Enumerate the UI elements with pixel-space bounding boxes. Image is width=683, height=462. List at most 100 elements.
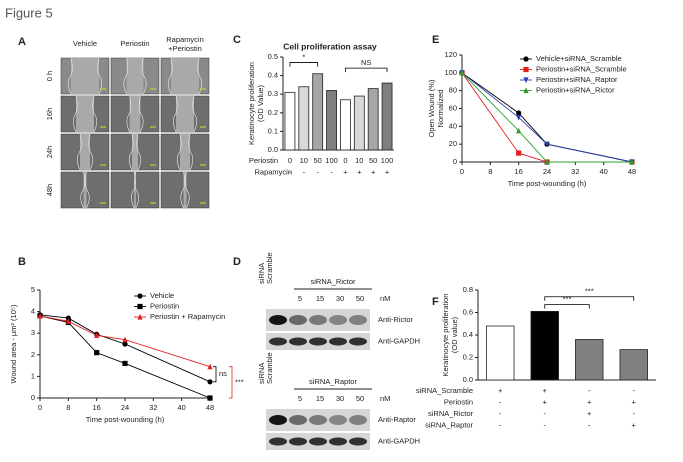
table-cell: - xyxy=(633,409,636,418)
wound-edge xyxy=(176,133,182,171)
band xyxy=(349,315,367,325)
bar xyxy=(326,90,337,151)
table-cell: + xyxy=(357,167,362,176)
y-tick-label: 100 xyxy=(444,68,457,77)
wound-edge xyxy=(188,133,194,171)
table-cell: - xyxy=(499,397,502,406)
legend-marker xyxy=(523,66,529,73)
y-tick-label: 0.1 xyxy=(268,126,278,135)
series-line xyxy=(39,314,211,383)
wound-gap xyxy=(176,96,194,132)
band xyxy=(289,437,307,446)
x-axis-label: Time post-wounding (h) xyxy=(508,179,587,188)
column-label: Periostin xyxy=(120,39,149,48)
wound-gap xyxy=(76,96,94,132)
table-cell: - xyxy=(544,420,547,429)
row-label: siRNA_Raptor xyxy=(425,420,473,429)
band xyxy=(289,337,307,346)
wound-gap xyxy=(80,134,90,170)
point xyxy=(516,150,522,156)
panel-letter: B xyxy=(18,256,26,268)
y-axis-label: Keratinocyte proliferation xyxy=(441,294,450,377)
wound-edge xyxy=(172,95,178,133)
wound-edge xyxy=(180,171,186,209)
point xyxy=(544,141,550,148)
table-cell: + xyxy=(587,409,592,418)
x-tick-label: 24 xyxy=(543,167,551,176)
wound-edge xyxy=(97,57,103,95)
row-label: Periostin xyxy=(444,397,473,406)
bar xyxy=(381,82,393,151)
y-tick-label: 0.0 xyxy=(268,145,278,154)
y-axis-label: Keratinocyte proliferation xyxy=(247,62,256,145)
point xyxy=(207,363,213,370)
bracket xyxy=(544,304,590,309)
band xyxy=(349,415,367,425)
band xyxy=(329,437,347,446)
legend-marker xyxy=(523,87,529,94)
x-tick-label: 8 xyxy=(66,403,70,412)
point xyxy=(629,158,635,165)
series-line xyxy=(39,315,211,399)
table-cell: + xyxy=(543,386,548,395)
table-cell: 10 xyxy=(355,156,363,165)
row-label: siRNA_Scramble xyxy=(416,386,473,395)
legend-label: Vehicle xyxy=(150,291,174,300)
point xyxy=(65,315,71,321)
bracket xyxy=(229,366,233,399)
point xyxy=(544,158,550,165)
row-label: Rapamycin xyxy=(254,167,292,176)
wound-edge xyxy=(128,133,134,171)
legend-marker xyxy=(523,77,529,84)
control-label: Scramble xyxy=(265,252,274,284)
wound-edge xyxy=(167,57,173,95)
table-cell: - xyxy=(289,167,292,176)
point xyxy=(65,318,71,324)
table-cell: 100 xyxy=(381,156,394,165)
table-cell: - xyxy=(330,167,333,176)
y-tick-label: 80 xyxy=(449,86,457,95)
bracket xyxy=(544,296,635,301)
unit: nM xyxy=(380,394,390,403)
bar xyxy=(284,91,296,151)
x-tick-label: 0 xyxy=(460,167,464,176)
y-axis-label: Normalized xyxy=(436,90,445,128)
y-tick-label: 1 xyxy=(31,371,35,380)
band xyxy=(349,437,367,446)
wound-edge xyxy=(76,133,82,171)
bar xyxy=(367,88,379,151)
column-label: Rapamycin xyxy=(166,35,204,44)
annotation: ns xyxy=(219,369,227,378)
concentration: 50 xyxy=(356,394,364,403)
series-line xyxy=(461,72,632,163)
band-label: Anti-Raptor xyxy=(378,415,416,424)
x-tick-label: 16 xyxy=(92,403,100,412)
wound-edge xyxy=(131,171,136,209)
band xyxy=(309,415,327,425)
table-cell: + xyxy=(632,397,637,406)
y-tick-label: 0.4 xyxy=(268,71,278,80)
legend-marker xyxy=(523,56,529,62)
point xyxy=(516,110,522,116)
bar xyxy=(298,86,310,151)
bar xyxy=(312,73,324,151)
annotation: NS xyxy=(361,58,371,67)
panel-letter: D xyxy=(233,256,241,268)
table-cell: - xyxy=(303,167,306,176)
y-tick-label: 2 xyxy=(31,350,35,359)
y-tick-label: 4 xyxy=(31,307,35,316)
x-axis-label: Time post-wounding (h) xyxy=(86,415,165,424)
x-tick-label: 16 xyxy=(514,167,522,176)
y-tick-label: 0.2 xyxy=(463,352,473,361)
table-cell: - xyxy=(588,386,591,395)
bracket xyxy=(345,67,388,73)
band xyxy=(269,337,287,346)
x-tick-label: 48 xyxy=(206,403,214,412)
wound-gap xyxy=(129,96,141,132)
table-cell: + xyxy=(543,397,548,406)
panel-letter: F xyxy=(432,296,439,308)
wound-edge xyxy=(67,57,73,95)
column-label: Vehicle xyxy=(73,39,97,48)
wound-edge xyxy=(136,133,142,171)
